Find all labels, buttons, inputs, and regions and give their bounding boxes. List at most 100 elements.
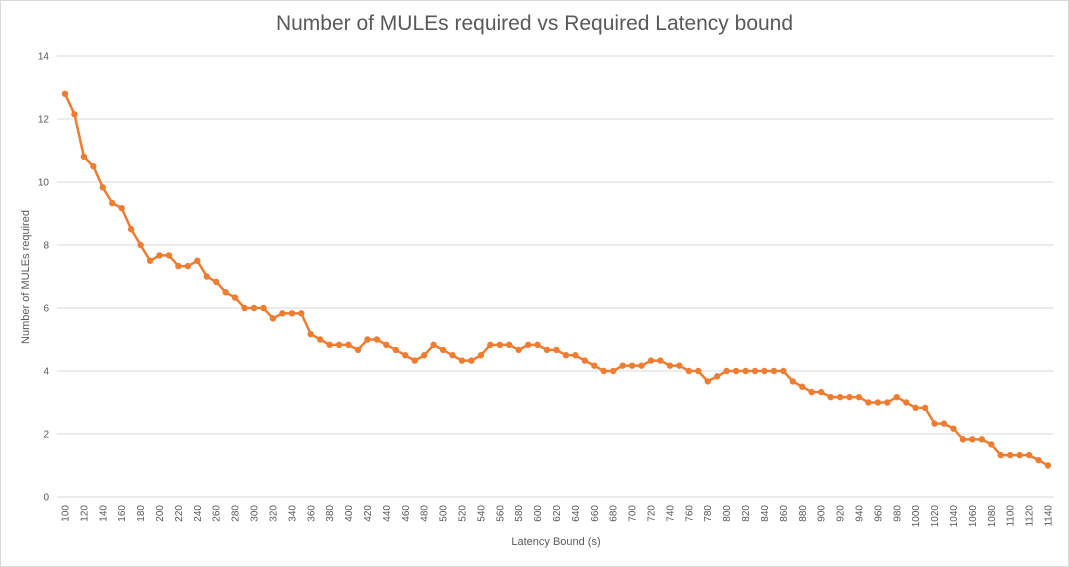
y-tick-label: 4 — [43, 367, 49, 378]
y-tick-label: 14 — [38, 52, 50, 63]
series-markers — [61, 90, 1052, 469]
y-tick-labels: 0 2 4 6 8 10 12 14 — [38, 52, 50, 504]
x-tick-label: 580 — [514, 505, 525, 522]
x-tick-label: 760 — [684, 505, 695, 522]
x-tick-label: 300 — [250, 505, 261, 522]
data-point — [695, 367, 702, 375]
data-point — [600, 367, 607, 375]
x-tick-label: 280 — [231, 505, 242, 522]
x-tick-label: 920 — [836, 505, 847, 522]
data-point — [543, 346, 551, 354]
x-tick-label: 140 — [98, 505, 109, 522]
data-point — [921, 404, 929, 412]
x-tick-label: 1080 — [987, 505, 998, 528]
data-point — [506, 341, 513, 349]
y-axis-title: Number of MULEs required — [20, 210, 32, 344]
data-point — [231, 294, 239, 301]
data-point — [742, 367, 749, 375]
x-tick-label: 740 — [665, 505, 676, 522]
data-point — [1044, 462, 1052, 469]
data-point — [71, 111, 78, 118]
data-point — [893, 393, 900, 401]
data-point — [884, 399, 891, 406]
x-tick-label: 700 — [628, 505, 639, 522]
x-tick-label: 1040 — [949, 505, 960, 528]
data-point — [165, 252, 173, 259]
data-point — [146, 257, 154, 264]
data-point — [1035, 456, 1042, 464]
x-tick-label: 940 — [854, 505, 865, 522]
x-tick-label: 840 — [760, 505, 771, 522]
chart-title: Number of MULEs required vs Required Lat… — [275, 12, 794, 35]
data-point — [430, 341, 437, 349]
data-point — [439, 346, 447, 354]
data-point — [222, 289, 229, 296]
data-point — [931, 420, 938, 427]
data-point — [383, 341, 390, 349]
data-point — [874, 399, 882, 406]
data-point — [298, 310, 305, 317]
x-tick-label: 120 — [79, 505, 90, 522]
data-point — [99, 184, 107, 191]
data-point — [203, 273, 210, 280]
data-point — [109, 199, 116, 207]
x-tick-label: 400 — [344, 505, 355, 522]
data-point — [241, 304, 248, 312]
x-tick-label: 500 — [439, 505, 450, 522]
data-point — [553, 346, 560, 354]
data-point — [213, 278, 220, 286]
data-point — [449, 352, 456, 359]
data-point — [345, 341, 352, 349]
data-point — [761, 367, 768, 375]
data-point — [817, 388, 825, 396]
x-tick-label: 460 — [401, 505, 412, 522]
x-tick-label: 420 — [363, 505, 374, 522]
data-point — [855, 393, 863, 401]
x-tick-label: 1000 — [911, 505, 922, 528]
data-point — [638, 362, 645, 369]
x-tick-label: 360 — [306, 505, 317, 522]
data-point — [751, 367, 759, 375]
x-tick-label: 1020 — [930, 505, 941, 528]
data-point — [978, 436, 986, 443]
data-point — [127, 226, 135, 233]
data-point — [799, 383, 806, 390]
data-point — [317, 336, 324, 343]
x-tick-label: 900 — [817, 505, 828, 522]
x-tick-label: 440 — [382, 505, 393, 522]
y-tick-label: 12 — [38, 115, 50, 126]
data-point — [269, 315, 277, 322]
x-tick-label: 720 — [647, 505, 658, 522]
x-tick-label: 960 — [873, 505, 884, 522]
data-point — [808, 388, 815, 396]
data-point — [903, 399, 910, 406]
data-point — [335, 341, 343, 349]
data-point — [572, 352, 579, 359]
data-point — [997, 451, 1004, 459]
data-point — [732, 367, 740, 375]
data-point — [685, 367, 693, 375]
y-tick-label: 6 — [43, 304, 49, 315]
data-point — [411, 357, 418, 364]
data-point — [515, 346, 522, 354]
data-point — [458, 357, 466, 364]
x-tick-label: 680 — [609, 505, 620, 522]
data-point — [402, 352, 409, 359]
y-tick-label: 0 — [43, 493, 49, 504]
x-tick-label: 480 — [420, 505, 431, 522]
gridlines — [57, 55, 1054, 498]
x-tick-label: 260 — [212, 505, 223, 522]
data-point — [950, 425, 957, 432]
data-point — [496, 341, 503, 349]
x-axis-title: Latency Bound (s) — [511, 536, 601, 548]
x-tick-label: 600 — [533, 505, 544, 522]
x-tick-label: 380 — [325, 505, 336, 522]
data-point — [836, 393, 844, 401]
data-point — [713, 373, 721, 380]
data-point — [619, 362, 626, 369]
x-tick-label: 200 — [155, 505, 166, 522]
data-point — [354, 346, 362, 354]
data-point — [704, 378, 711, 385]
x-tick-label: 980 — [892, 505, 903, 522]
x-tick-labels: 100 120 140 160 180 200 220 240 260 280 300 320 340 3… — [61, 505, 1055, 528]
